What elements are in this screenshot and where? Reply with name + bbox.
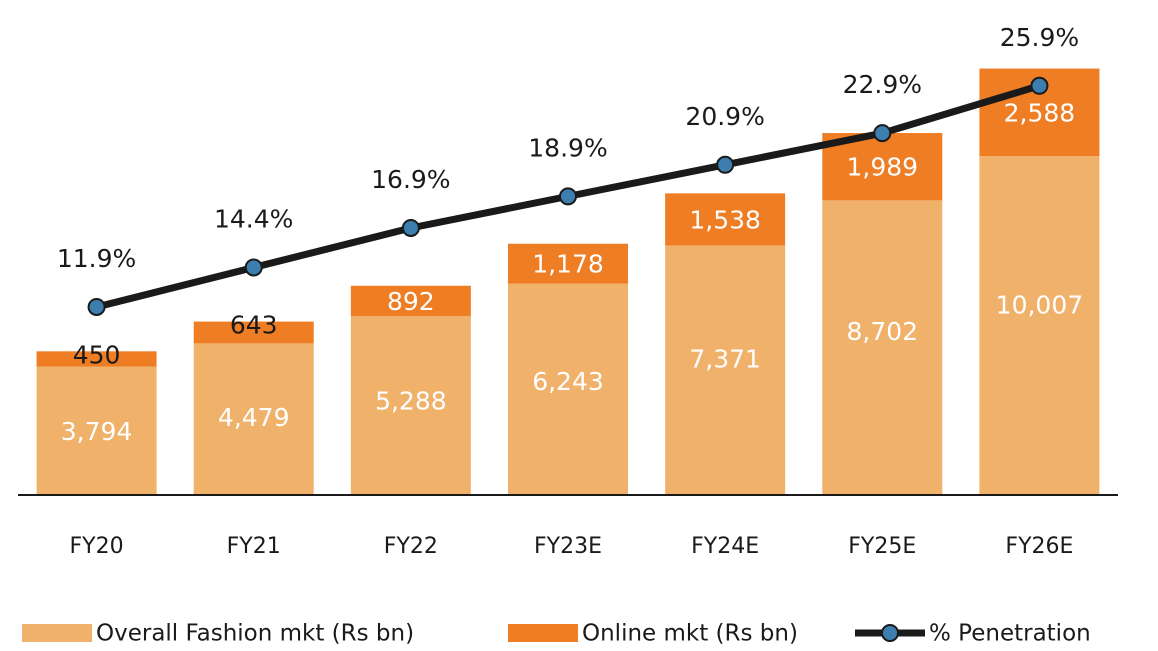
line-label: 11.9%: [57, 244, 136, 273]
line-marker: [87, 297, 106, 316]
bar-segment: [193, 321, 314, 344]
bar-segment: [822, 200, 943, 496]
x-tick-label: FY20: [70, 534, 124, 559]
data-label: 8,702: [846, 317, 918, 346]
bar-segment: [350, 285, 471, 316]
line-label: 18.9%: [528, 133, 607, 162]
bar-segment: [36, 351, 157, 367]
line-marker: [873, 124, 892, 143]
bar-segment: [508, 283, 628, 495]
data-label: 6,243: [532, 367, 604, 396]
legend-swatch: [22, 624, 92, 642]
data-label: 1,989: [846, 153, 918, 182]
legend-swatch: [508, 624, 578, 642]
bar-segment: [193, 343, 314, 495]
data-label: 1,538: [689, 205, 761, 234]
bar-segment: [36, 366, 157, 495]
data-label: 892: [387, 287, 435, 316]
data-label: 4,479: [218, 403, 290, 432]
bar-segment: [508, 243, 628, 284]
data-label: 450: [73, 340, 121, 369]
legend-label: % Penetration: [929, 621, 1091, 647]
bar-segment: [665, 245, 786, 495]
x-tick-label: FY21: [227, 534, 281, 559]
legend-marker: [881, 624, 899, 642]
line-marker: [1030, 76, 1049, 95]
data-label: 2,588: [1004, 98, 1076, 127]
data-label: 643: [230, 311, 278, 340]
x-tick-label: FY25E: [848, 534, 916, 559]
data-label: 10,007: [996, 291, 1083, 320]
data-label: 7,371: [689, 344, 761, 373]
legend-label: Overall Fashion mkt (Rs bn): [96, 621, 414, 647]
x-tick-label: FY23E: [534, 534, 602, 559]
line-marker: [716, 155, 735, 174]
data-label: 5,288: [375, 387, 447, 416]
line-label: 20.9%: [685, 102, 764, 131]
line-label: 22.9%: [843, 70, 922, 99]
bar-segment: [665, 193, 786, 246]
bar-segment: [979, 156, 1100, 495]
legend-label: Online mkt (Rs bn): [582, 621, 798, 647]
data-label: 1,178: [532, 250, 604, 279]
line-marker: [401, 218, 420, 237]
x-tick-label: FY22: [384, 534, 438, 559]
line-label: 16.9%: [371, 165, 450, 194]
line-marker: [559, 187, 577, 206]
line-label: 25.9%: [1000, 23, 1079, 52]
data-label: 3,794: [61, 417, 133, 446]
line-label: 14.4%: [214, 204, 293, 233]
x-tick-label: FY26E: [1005, 534, 1073, 559]
line-marker: [244, 258, 263, 277]
bar-segment: [350, 315, 471, 495]
x-tick-label: FY24E: [691, 534, 759, 559]
